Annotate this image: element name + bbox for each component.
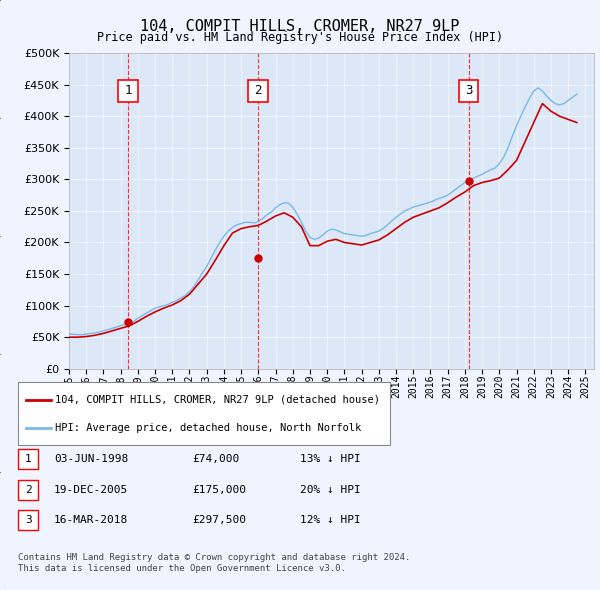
Bar <box>248 80 268 102</box>
Text: 104, COMPIT HILLS, CROMER, NR27 9LP (detached house): 104, COMPIT HILLS, CROMER, NR27 9LP (det… <box>55 395 380 405</box>
Text: 13% ↓ HPI: 13% ↓ HPI <box>300 454 361 464</box>
Text: 2: 2 <box>254 84 262 97</box>
Text: HPI: Average price, detached house, North Norfolk: HPI: Average price, detached house, Nort… <box>55 422 361 432</box>
Text: 16-MAR-2018: 16-MAR-2018 <box>54 516 128 525</box>
Text: 03-JUN-1998: 03-JUN-1998 <box>54 454 128 464</box>
Text: £175,000: £175,000 <box>192 485 246 494</box>
Bar <box>18 510 38 530</box>
Text: 3: 3 <box>465 84 472 97</box>
Text: 20% ↓ HPI: 20% ↓ HPI <box>300 485 361 494</box>
Bar <box>18 382 390 445</box>
Text: 2: 2 <box>25 485 32 494</box>
Text: 1: 1 <box>25 454 32 464</box>
Text: £74,000: £74,000 <box>192 454 239 464</box>
Text: 3: 3 <box>25 516 32 525</box>
Text: 19-DEC-2005: 19-DEC-2005 <box>54 485 128 494</box>
Bar <box>18 449 38 469</box>
Text: Price paid vs. HM Land Registry's House Price Index (HPI): Price paid vs. HM Land Registry's House … <box>97 31 503 44</box>
Bar <box>458 80 478 102</box>
Text: Contains HM Land Registry data © Crown copyright and database right 2024.
This d: Contains HM Land Registry data © Crown c… <box>18 553 410 573</box>
Text: £297,500: £297,500 <box>192 516 246 525</box>
Text: 12% ↓ HPI: 12% ↓ HPI <box>300 516 361 525</box>
Text: 1: 1 <box>124 84 131 97</box>
Bar <box>118 80 138 102</box>
Bar <box>18 480 38 500</box>
Text: 104, COMPIT HILLS, CROMER, NR27 9LP: 104, COMPIT HILLS, CROMER, NR27 9LP <box>140 19 460 34</box>
